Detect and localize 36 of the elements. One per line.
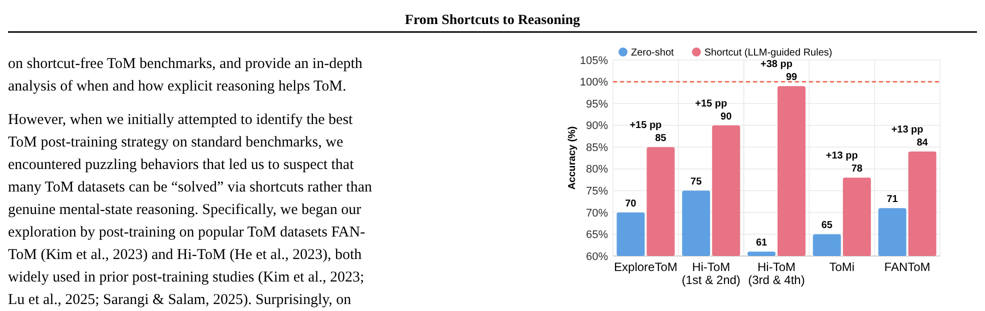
data-label: 99 <box>786 72 798 84</box>
data-label: 65 <box>821 220 833 232</box>
y-tick-label: 60% <box>586 250 608 263</box>
y-tick-label: 75% <box>586 186 608 198</box>
data-label: 85 <box>655 133 667 144</box>
text: on shortcut-free ToM benchmarks, and provide an in-depth analysis of when and how explicit reasoning helps ToM. <box>8 56 363 94</box>
data-label: 90 <box>720 111 732 122</box>
legend-label: Shortcut (LLM-guided Rules) <box>704 48 832 58</box>
annotation: +13 pp <box>826 150 858 162</box>
data-label: 84 <box>916 137 928 148</box>
annotation: +15 pp <box>630 120 662 132</box>
y-tick-label: 80% <box>586 164 608 176</box>
text: However, when we initially attempted to identify the best ToM post-training strategy on standard benchmarks, we encountered puzzling behaviors that led us to suspect that many ToM datasets can be “solved” via shortcuts rather than genuine mental-state reasoning. Specifically, we began our exploration by post-training on popular ToM datasets FAN- ToM (Kim et al., 2023) and Hi-ToM (He et al., 2023), both widely used in prior post-training studies (Kim et al., 2023; Lu et al., 2025; Sarangi & Salam, 2025). Surprisingly, on <box>8 112 372 308</box>
annotation: +13 pp <box>891 124 924 136</box>
annotation: +15 pp <box>695 98 728 110</box>
data-label: 78 <box>851 164 863 175</box>
y-tick-label: 65% <box>586 229 608 242</box>
x-tick-label: ExploreToM <box>614 260 678 274</box>
x-tick-label: Hi-ToM (1st & 2nd) <box>682 260 740 287</box>
y-tick-label: 85% <box>586 142 608 154</box>
legend-label: Zero-shot <box>631 48 674 58</box>
y-tick-label: 95% <box>586 98 608 110</box>
data-label: 70 <box>625 198 637 210</box>
y-tick-label: 100% <box>580 76 608 89</box>
y-tick-label: 90% <box>586 120 608 132</box>
y-tick-label: 105% <box>580 54 608 67</box>
y-tick-label: 70% <box>586 207 608 220</box>
x-tick-label: FANToM <box>884 260 930 274</box>
y-axis-title: Accuracy (%) <box>567 126 578 190</box>
x-tick-label: Hi-ToM (3rd & 4th) <box>748 260 805 287</box>
data-label: 71 <box>886 194 898 206</box>
text: From Shortcuts to Reasoning <box>404 13 580 28</box>
data-label: 61 <box>756 238 768 249</box>
annotation: +38 pp <box>760 59 792 70</box>
x-tick-label: ToMi <box>829 260 855 274</box>
data-label: 75 <box>690 176 702 188</box>
